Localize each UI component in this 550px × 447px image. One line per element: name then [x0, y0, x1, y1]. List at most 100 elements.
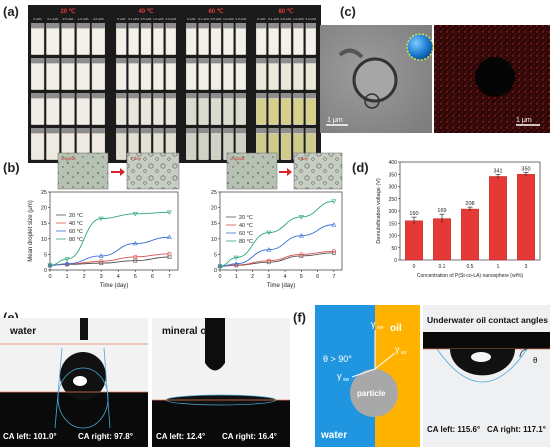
vial-cap [46, 23, 60, 28]
y-tick-label: 10 [211, 237, 217, 243]
x-tick-label: 4 [284, 274, 287, 280]
emulsion [236, 64, 246, 89]
vial-cap [186, 23, 197, 28]
water-ca-right: CA right: 97.8° [78, 432, 133, 441]
x-tick-label: 0.5 [467, 264, 474, 270]
concentration-label: 1.0 wt% [78, 17, 89, 21]
emulsion [186, 99, 196, 124]
vial-cap [186, 58, 197, 63]
temperature-label: 20 ℃ [60, 8, 75, 15]
series-line [219, 200, 334, 267]
data-point [98, 253, 104, 258]
x-tick-label: 1 [235, 274, 238, 280]
y-tick-label: 0 [44, 268, 47, 274]
y-tick-label: 5 [214, 252, 217, 258]
bar [461, 208, 479, 261]
vial-cap [210, 93, 222, 98]
legend-label: 40 °C [239, 223, 253, 229]
data-point [132, 240, 138, 246]
emulsion [92, 29, 105, 54]
emulsion [153, 99, 164, 124]
theta-label: θ > 90° [323, 354, 352, 364]
x-axis-label: Concentration of P(St-co-LA) nanosphere … [417, 273, 523, 279]
emulsion [92, 64, 105, 89]
data-point [132, 212, 138, 217]
emulsion [77, 29, 90, 54]
vial-cap [280, 23, 292, 28]
svg-text:7 day: 7 day [130, 156, 142, 161]
emulsion [198, 64, 209, 89]
emulsion [256, 29, 266, 54]
data-point [99, 259, 104, 264]
vial-cap [305, 128, 316, 133]
data-point [299, 252, 304, 257]
vial-cap [91, 128, 105, 133]
vial-cap [235, 23, 246, 28]
bar-value-label: 169 [437, 208, 446, 214]
x-tick-label: 1 [497, 264, 500, 270]
y-tick-label: 25 [41, 190, 47, 196]
vial-cap [76, 128, 90, 133]
vial-cap [223, 128, 234, 133]
concentration-label: 0.1 wt% [268, 17, 279, 21]
vial-cap [223, 58, 234, 63]
svg-text:γ: γ [395, 344, 400, 354]
concentration-label: 0.1 wt% [128, 17, 139, 21]
legend-label: 20 °C [239, 215, 253, 221]
emulsion [141, 99, 151, 124]
vial-cap [153, 128, 164, 133]
emulsion [153, 29, 164, 54]
bar-value-label: 208 [465, 201, 474, 207]
vial-cap [280, 128, 292, 133]
emulsion [236, 99, 246, 124]
nanosphere-icon [406, 33, 434, 61]
emulsion [211, 99, 221, 124]
emulsion [236, 134, 246, 159]
emulsion [166, 29, 176, 54]
needle [80, 318, 88, 340]
vial-cap [128, 128, 139, 133]
vial-cap [153, 23, 164, 28]
data-point [133, 254, 138, 259]
data-point [167, 251, 172, 256]
vial-cap [116, 23, 127, 28]
arrow-icon [279, 168, 292, 176]
emulsion [306, 134, 316, 159]
emulsion [236, 29, 246, 54]
bar [405, 220, 423, 261]
x-tick-label: 3 [267, 274, 270, 280]
emulsion [31, 99, 44, 124]
vial-cap [128, 58, 139, 63]
emulsion [128, 99, 139, 124]
x-tick-label: 1 [66, 274, 69, 280]
y-axis-label: Demulsification voltage (V) [376, 178, 382, 244]
vial-cap [31, 93, 45, 98]
y-tick-label: 10 [41, 237, 47, 243]
vial-cap [91, 58, 105, 63]
emulsion [198, 29, 209, 54]
vial-cap [76, 58, 90, 63]
panel-label-c: (c) [340, 4, 356, 19]
plot-frame [49, 191, 179, 271]
vial-cap [235, 58, 246, 63]
f-ca-right: CA right: 117.1° [487, 425, 546, 434]
demulsification-bar-chart: 0 50 100 150 200 250 300 350 400 160 0 169 0.1 208 0.5… [376, 160, 541, 279]
concentration-label: 1.0 wt% [223, 17, 234, 21]
oil-ca-left: CA left: 12.4° [156, 432, 205, 441]
water-ca-left: CA left: 101.0° [3, 432, 57, 441]
vial-cap [31, 58, 45, 63]
svg-text:original: original [61, 156, 76, 161]
emulsion [31, 134, 44, 159]
microscopy-images: 1 μm 1 μm [320, 25, 550, 133]
oil-title: mineral oil [162, 326, 212, 337]
emulsion [281, 99, 291, 124]
vial-cap [116, 58, 127, 63]
vial-cap [140, 128, 152, 133]
vial-cap [293, 23, 304, 28]
y-tick-label: 25 [211, 190, 217, 196]
vial-cap [165, 23, 176, 28]
svg-text:7 day: 7 day [297, 156, 309, 161]
legend-label: 20 °C [69, 213, 83, 219]
vial-cap [61, 93, 75, 98]
